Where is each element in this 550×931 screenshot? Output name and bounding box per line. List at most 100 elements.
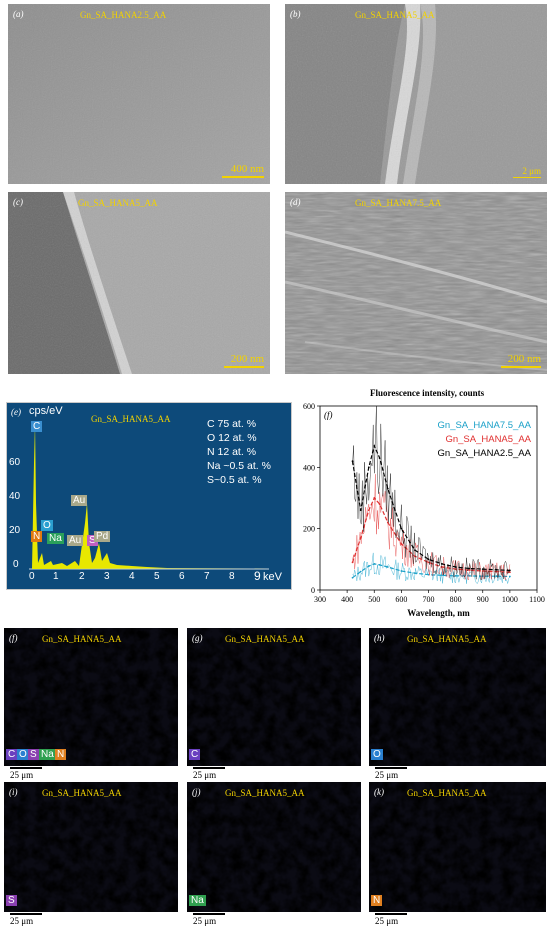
- element-label-n: N: [371, 895, 383, 906]
- data-point: [441, 563, 443, 565]
- composition-list: C 75 at. % O 12 at. % N 12 at. % Na ~0.5…: [207, 417, 271, 487]
- map-texture: [369, 628, 546, 766]
- data-point: [367, 509, 370, 512]
- data-point: [508, 575, 511, 578]
- x-tick-label: 400: [341, 595, 353, 604]
- panel-label: (a): [13, 9, 24, 19]
- x-tick-label: 500: [368, 595, 380, 604]
- y-tick-label: 600: [303, 402, 315, 411]
- map-scale-label: 25 μm: [10, 915, 34, 926]
- x-axis-label: Wavelength, nm: [407, 608, 470, 618]
- x-tick: 4: [129, 571, 135, 582]
- data-point: [508, 569, 511, 572]
- data-point: [367, 565, 370, 567]
- peak-label-c: C: [31, 421, 43, 432]
- scale-bar: 400 nm: [222, 163, 264, 178]
- scale-label: 400 nm: [230, 163, 264, 175]
- chart-title: Fluorescence intensity, counts: [370, 388, 485, 398]
- element-map-panel: (k) Gn_SA_HANA5_AA N: [369, 782, 546, 912]
- sem-panel-a: (a) Gn_SA_HANA2.5_AA 400 nm: [8, 4, 270, 184]
- map-scale-label: 25 μm: [375, 915, 399, 926]
- data-point: [373, 497, 376, 499]
- panel-label: (f): [324, 410, 333, 420]
- element-label-na: Na: [189, 895, 206, 906]
- panel-label: (i): [9, 787, 18, 797]
- panel-label: (f): [9, 633, 18, 643]
- composition-o: O 12 at. %: [207, 432, 257, 444]
- data-point: [373, 563, 376, 565]
- sem-panel-c: (c) Gn_SA_HANA5_AA 200 nm: [8, 192, 270, 374]
- data-point: [414, 549, 416, 552]
- data-point: [359, 570, 362, 573]
- element-map-panel: (f) Gn_SA_HANA5_AA C O S Na N: [4, 628, 178, 766]
- panel-label: (h): [374, 633, 385, 643]
- sample-title: Gn_SA_HANA5_AA: [225, 788, 305, 798]
- element-label-na: Na: [39, 749, 56, 760]
- sample-title: Gn_SA_HANA5_AA: [42, 634, 122, 644]
- data-point: [351, 561, 354, 564]
- y-tick: 40: [9, 491, 21, 502]
- map-texture: [187, 782, 361, 912]
- data-point: [427, 561, 430, 564]
- map-scale-bar: 25 μm: [375, 767, 407, 780]
- x-unit: keV: [263, 571, 282, 583]
- map-scale-label: 25 μm: [193, 915, 217, 926]
- panel-label: (g): [192, 633, 203, 643]
- sample-title: Gn_SA_HANA5_AA: [91, 414, 171, 424]
- sem-panel-d: (d) Gn_SA_HANA7.5_AA 200 nm: [285, 192, 547, 374]
- peak-label-au: Au: [71, 495, 88, 506]
- x-tick: 8: [229, 571, 235, 582]
- map-texture: [369, 782, 546, 912]
- scale-label: 200 nm: [507, 353, 541, 365]
- map-scale-bar: 25 μm: [375, 913, 407, 926]
- map-scale-label: 25 μm: [193, 769, 217, 780]
- series-raw-2: [352, 406, 511, 580]
- composition-n: N 12 at. %: [207, 446, 257, 458]
- data-point: [378, 457, 381, 460]
- peak-label-s: S: [87, 535, 98, 546]
- panel-label: (d): [290, 197, 301, 207]
- y-tick: 20: [9, 525, 21, 536]
- data-point: [495, 568, 498, 571]
- scale-label: 2 μm: [522, 166, 541, 176]
- data-point: [495, 575, 498, 578]
- data-point: [400, 543, 403, 545]
- x-tick: 1: [53, 571, 59, 582]
- scale-bar: 2 μm: [513, 166, 541, 178]
- data-point: [378, 563, 381, 566]
- map-scale-bar: 25 μm: [10, 767, 42, 780]
- element-label-o: O: [371, 749, 383, 760]
- map-scale-label: 25 μm: [10, 769, 34, 780]
- data-point: [351, 576, 354, 579]
- x-tick-label: 900: [477, 595, 489, 604]
- peak-label-o: O: [41, 520, 53, 531]
- element-label-c: C: [6, 749, 18, 760]
- data-point: [468, 569, 471, 571]
- map-texture: [4, 628, 178, 766]
- fluorescence-chart: 300 400 500 600 700 800 900 1000 11000200400600W…: [303, 402, 545, 618]
- map-texture: [187, 628, 361, 766]
- series-raw-1: [352, 474, 511, 581]
- element-map-panel: (h) Gn_SA_HANA5_AA O: [369, 628, 546, 766]
- x-tick: 0: [29, 571, 35, 582]
- data-point: [400, 570, 403, 572]
- data-point: [378, 503, 381, 506]
- x-tick-label: 300: [314, 595, 326, 604]
- scale-label: 200 nm: [230, 353, 264, 365]
- peak-label-au2: Au: [67, 535, 84, 546]
- sample-title: Gn_SA_HANA2.5_AA: [80, 10, 167, 20]
- x-tick: 9: [254, 569, 261, 583]
- x-tick: 5: [154, 571, 160, 582]
- data-point: [414, 572, 416, 575]
- x-tick-label: 700: [423, 595, 435, 604]
- x-tick: 7: [204, 571, 210, 582]
- composition-c: C 75 at. %: [207, 418, 257, 430]
- data-point: [386, 487, 389, 490]
- map-scale-bar: 25 μm: [193, 913, 225, 926]
- panel-label: (k): [374, 787, 384, 797]
- element-map-panel: (i) Gn_SA_HANA5_AA S: [4, 782, 178, 912]
- composition-s: S~0.5 at. %: [207, 474, 262, 486]
- data-point: [367, 466, 370, 469]
- x-tick: 6: [179, 571, 185, 582]
- sample-title: Gn_SA_HANA5_AA: [355, 10, 435, 20]
